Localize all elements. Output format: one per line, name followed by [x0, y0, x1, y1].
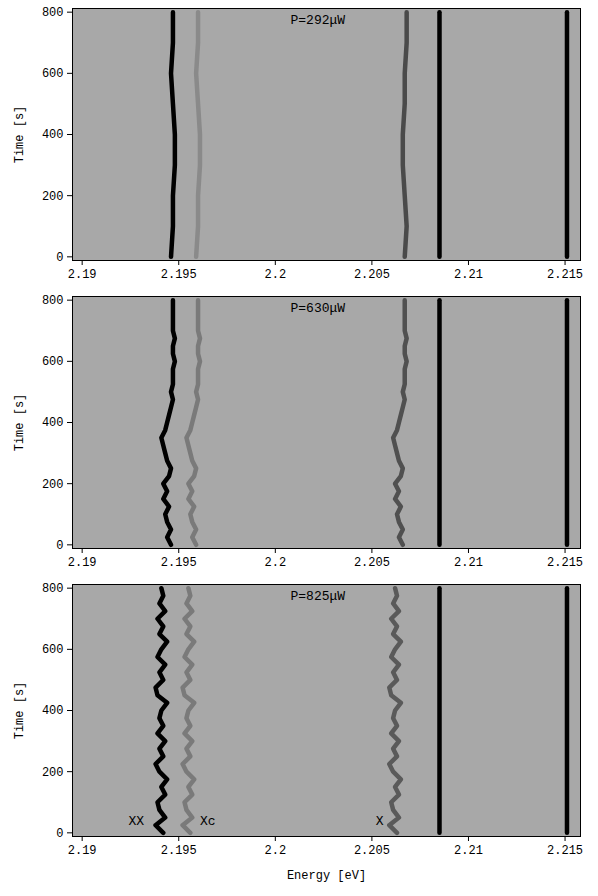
svg-text:2.195: 2.195: [161, 844, 197, 858]
svg-text:800: 800: [42, 582, 64, 596]
svg-text:200: 200: [42, 766, 64, 780]
svg-text:2.205: 2.205: [354, 268, 390, 282]
svg-text:400: 400: [42, 416, 64, 430]
svg-text:600: 600: [42, 355, 64, 369]
svg-text:0: 0: [56, 827, 63, 841]
svg-text:Time [s]: Time [s]: [13, 106, 27, 164]
svg-text:800: 800: [42, 294, 64, 308]
svg-text:2.215: 2.215: [547, 844, 583, 858]
svg-text:400: 400: [42, 128, 64, 142]
svg-text:Time [s]: Time [s]: [13, 682, 27, 740]
svg-text:2.2: 2.2: [265, 556, 287, 570]
svg-text:P=292μW: P=292μW: [291, 13, 346, 28]
svg-text:0: 0: [56, 539, 63, 553]
svg-text:0: 0: [56, 251, 63, 265]
svg-text:Time [s]: Time [s]: [13, 394, 27, 452]
svg-text:2.19: 2.19: [68, 556, 97, 570]
svg-text:X: X: [376, 814, 384, 829]
svg-text:2.2: 2.2: [265, 844, 287, 858]
svg-text:400: 400: [42, 704, 64, 718]
svg-text:2.2: 2.2: [265, 268, 287, 282]
svg-text:Xc: Xc: [200, 814, 216, 829]
svg-text:200: 200: [42, 478, 64, 492]
svg-text:P=825μW: P=825μW: [291, 589, 346, 604]
svg-text:800: 800: [42, 6, 64, 20]
svg-text:600: 600: [42, 643, 64, 657]
svg-text:2.215: 2.215: [547, 556, 583, 570]
svg-text:2.21: 2.21: [454, 844, 483, 858]
svg-text:2.21: 2.21: [454, 556, 483, 570]
svg-text:Energy [eV]: Energy [eV]: [287, 869, 366, 883]
svg-text:P=630μW: P=630μW: [291, 301, 346, 316]
svg-text:200: 200: [42, 190, 64, 204]
svg-text:2.195: 2.195: [161, 556, 197, 570]
svg-text:2.19: 2.19: [68, 844, 97, 858]
svg-text:2.19: 2.19: [68, 268, 97, 282]
svg-text:600: 600: [42, 67, 64, 81]
svg-text:2.215: 2.215: [547, 268, 583, 282]
svg-text:2.195: 2.195: [161, 268, 197, 282]
svg-text:2.21: 2.21: [454, 268, 483, 282]
svg-text:XX: XX: [128, 814, 144, 829]
svg-text:2.205: 2.205: [354, 844, 390, 858]
svg-text:2.205: 2.205: [354, 556, 390, 570]
